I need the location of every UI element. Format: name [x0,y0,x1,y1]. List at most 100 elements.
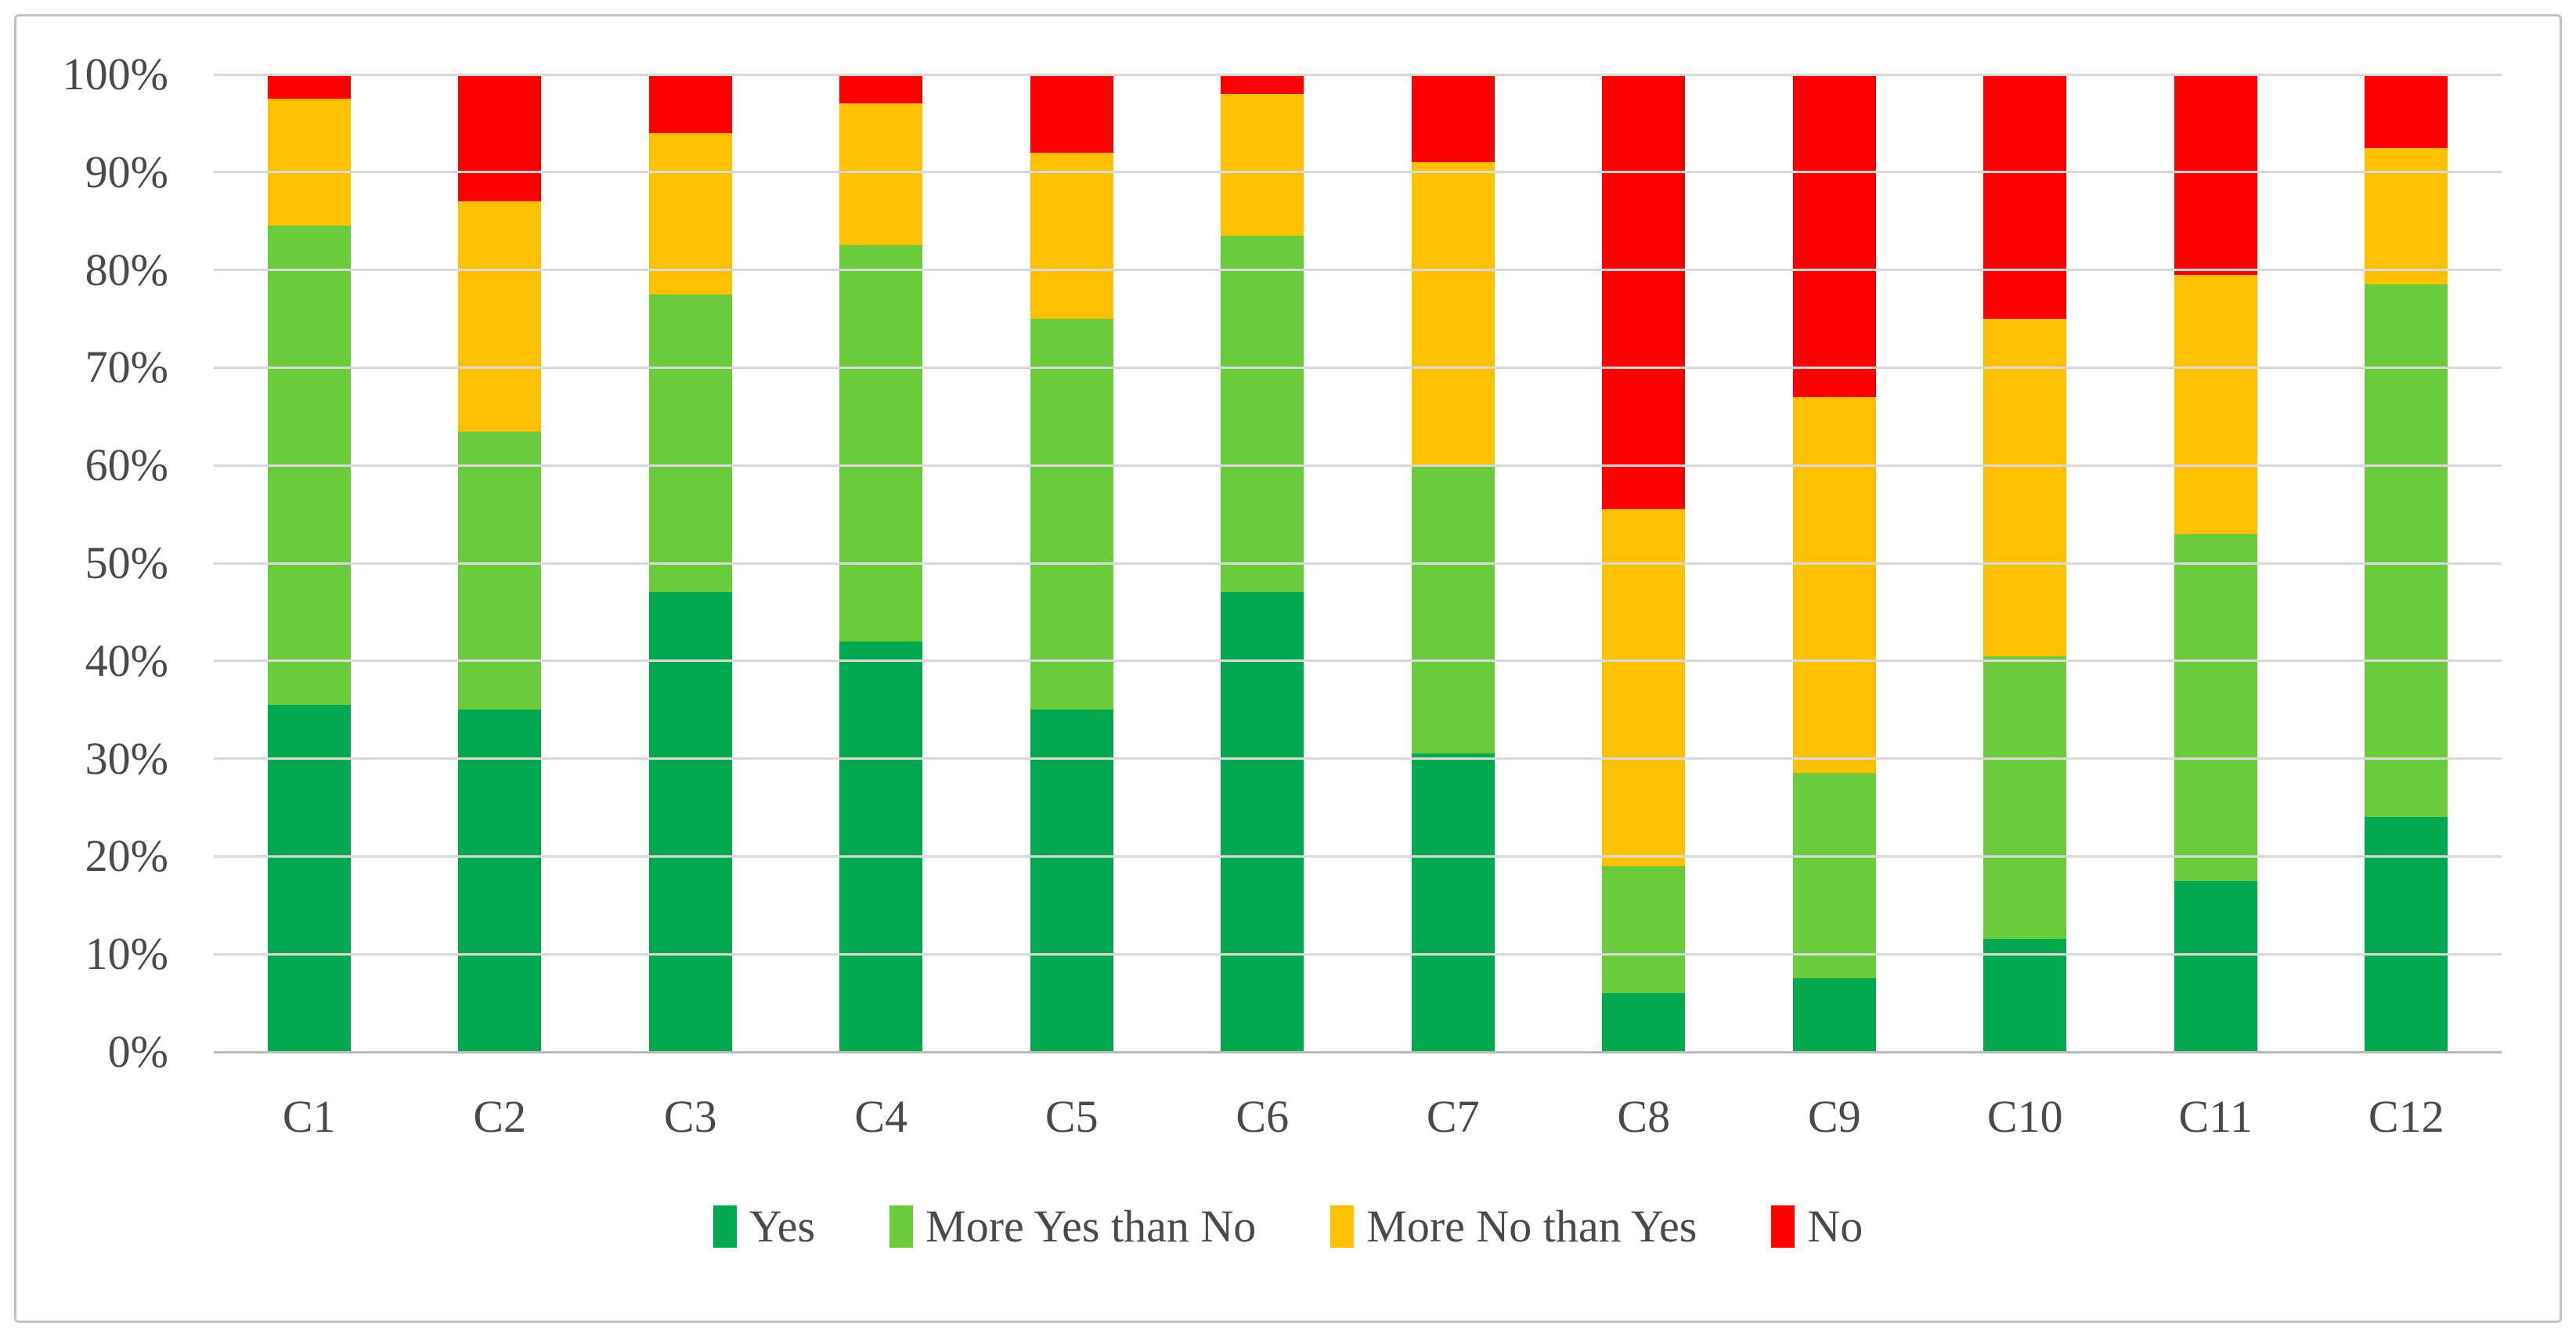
bar-segment-more-yes-than-no [1411,465,1495,754]
y-tick-label: 40% [85,634,168,686]
y-tick-label: 0% [107,1026,168,1077]
bar-segment-more-yes-than-no [1030,319,1113,710]
gridline [214,464,2502,467]
bar-segment-more-no-than-yes [1221,93,1304,236]
y-tick-label: 10% [85,928,168,980]
x-category-label: C5 [1044,1091,1099,1142]
legend: Yes More Yes than No More No than Yes No [0,1200,2576,1252]
bar-segment-no [839,74,923,104]
bar-segment-yes [1030,710,1113,1052]
legend-label: More No than Yes [1366,1201,1697,1252]
gridline [214,659,2502,663]
bar-segment-more-no-than-yes [2365,147,2448,285]
bar-column-c10 [1930,74,2121,1052]
bar-segment-yes [1221,592,1304,1052]
y-tick-label: 70% [85,341,168,393]
bar-segment-more-yes-than-no [648,294,732,593]
bar-column-c9 [1739,74,1930,1052]
y-tick-label: 100% [62,49,168,99]
bar-segment-more-yes-than-no [458,431,542,710]
gridline [214,562,2502,565]
gridline [214,757,2502,761]
bar-segment-no [1411,74,1495,163]
legend-swatch [1771,1205,1795,1248]
y-axis-labels: 100% 90% 80% 70% 60% 50% 40% 30% 20% 10% 0% [23,52,168,1075]
bar-segment-no [648,74,732,133]
bar-segment-no [2174,74,2257,275]
bar-column-c8 [1549,74,1740,1052]
gridline [214,269,2502,272]
bar-segment-more-no-than-yes [1792,396,1876,774]
bar-segment-yes [458,710,542,1052]
bar-segment-more-no-than-yes [648,132,732,295]
x-category-label: C8 [1617,1091,1671,1142]
x-category-label: C11 [2178,1091,2253,1142]
gridline [214,952,2502,956]
bar-segment-yes [648,592,732,1052]
bar-column-c11 [2120,74,2311,1052]
bar-segment-yes [1792,978,1876,1052]
bar-segment-more-no-than-yes [458,201,542,432]
x-axis-labels: C1 C2 C3 C4 C5 C6 C7 C8 C9 C10 C11 C12 [214,1090,2502,1143]
x-category-label: C2 [473,1091,527,1142]
bar-segment-no [267,74,351,99]
bars-container [214,74,2502,1052]
x-category-label: C12 [2368,1091,2444,1142]
gridline [214,171,2502,174]
legend-item: No [1771,1200,1863,1252]
bar-segment-more-no-than-yes [839,103,923,246]
gridline [214,855,2502,858]
bar-column-c3 [595,74,786,1052]
bar-column-c12 [2311,74,2502,1052]
y-tick-label: 80% [85,244,168,295]
gridline [214,73,2502,76]
bar-segment-more-yes-than-no [839,245,923,641]
bar-segment-yes [267,704,351,1052]
legend-swatch [1330,1205,1355,1248]
bar-segment-yes [839,641,923,1052]
legend-swatch [889,1205,914,1248]
x-category-label: C6 [1236,1091,1290,1142]
plot-area [214,73,2502,1053]
bar-segment-more-no-than-yes [2174,274,2257,534]
x-category-label: C10 [1986,1091,2063,1142]
bar-segment-more-no-than-yes [1030,152,1113,320]
legend-label: Yes [749,1201,816,1252]
legend-item: Yes [713,1200,815,1252]
bar-segment-more-no-than-yes [1983,319,2067,656]
gridline [214,366,2502,369]
bar-segment-more-yes-than-no [1983,656,2067,940]
x-category-label: C3 [663,1091,717,1142]
bar-segment-no [1792,74,1876,397]
bar-segment-more-yes-than-no [1221,235,1304,593]
bar-segment-no [1030,74,1113,153]
x-category-label: C9 [1807,1091,1861,1142]
legend-swatch [713,1205,737,1248]
x-axis-line [214,1050,2502,1053]
legend-label: No [1807,1201,1863,1252]
bar-segment-yes [2174,880,2257,1052]
bar-segment-yes [1602,993,1686,1052]
y-tick-label: 90% [85,146,168,197]
x-category-label: C7 [1426,1091,1480,1142]
bar-segment-no [1983,74,2067,320]
bar-segment-more-no-than-yes [1411,162,1495,466]
y-tick-label: 50% [85,537,168,588]
bar-segment-more-no-than-yes [1602,509,1686,866]
bar-segment-more-yes-than-no [1792,773,1876,979]
bar-column-c2 [405,74,596,1052]
bar-column-c7 [1358,74,1549,1052]
legend-label: More Yes than No [925,1201,1257,1252]
bar-column-c4 [786,74,977,1052]
bar-segment-yes [1983,939,2067,1052]
bar-segment-more-no-than-yes [267,99,351,226]
bar-segment-no [458,74,542,202]
bar-segment-more-yes-than-no [2174,533,2257,881]
y-tick-label: 30% [85,732,168,784]
bar-segment-yes [1411,753,1495,1052]
bar-column-c5 [976,74,1167,1052]
bar-segment-more-yes-than-no [2365,284,2448,818]
bar-segment-more-yes-than-no [1602,865,1686,994]
legend-item: More Yes than No [889,1200,1256,1252]
